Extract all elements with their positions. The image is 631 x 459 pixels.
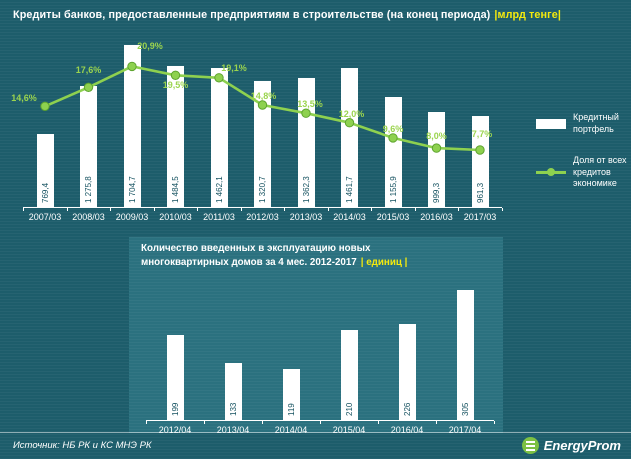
axis-tick <box>262 421 263 424</box>
x-axis-label: 2017/04 <box>448 425 482 435</box>
x-axis-label: 2016/03 <box>420 212 453 222</box>
bar-value-label: 769,4 <box>40 182 50 203</box>
axis-tick <box>458 208 460 211</box>
legend: Кредитный портфель Доля от всех кредитов… <box>536 112 631 210</box>
x-axis-label: 2010/03 <box>159 212 192 222</box>
legend-item-portfolio: Кредитный портфель <box>536 112 631 135</box>
energyprom-text: EnergyProm <box>543 438 621 453</box>
housing-panel-unit: | единиц | <box>360 256 408 268</box>
axis-tick <box>284 208 286 211</box>
bar-value-label: 119 <box>286 403 296 416</box>
bar-swatch-icon <box>536 118 566 129</box>
x-axis-label: 2017/03 <box>463 212 497 222</box>
bar <box>398 324 416 420</box>
x-axis-label: 2015/03 <box>376 212 410 222</box>
axis-tick <box>110 208 112 211</box>
x-axis-label: 2013/04 <box>216 425 250 435</box>
page-title: Кредиты банков, предоставленные предприя… <box>13 9 625 21</box>
axis-tick <box>501 208 503 211</box>
bar-value-label: 1 461,7 <box>345 176 354 203</box>
axis-tick <box>378 421 379 424</box>
axis-tick <box>66 208 68 211</box>
x-axis <box>146 420 494 421</box>
x-axis-label: 2008/03 <box>72 212 105 222</box>
housing-panel-title-line1: Количество введенных в эксплуатацию новы… <box>141 243 371 254</box>
axis-tick <box>371 208 373 211</box>
bar-value-label: 133 <box>228 402 238 416</box>
x-axis-label: 2014/03 <box>333 212 366 222</box>
housing-panel <box>129 237 503 433</box>
x-axis-label: 2012/04 <box>158 425 192 435</box>
x-axis-label: 2011/03 <box>203 212 235 222</box>
bar-value-label: 1 155,9 <box>388 176 398 203</box>
axis-tick <box>494 421 495 424</box>
bar-value-label: 226 <box>402 402 412 416</box>
bar-value-label: 1 362,3 <box>301 176 311 203</box>
axis-tick <box>240 208 242 211</box>
housing-panel-title: Количество введенных в эксплуатацию новы… <box>141 242 407 269</box>
legend-item-share: Доля от всех кредитов экономике <box>536 155 631 190</box>
legend-label-share: Доля от всех кредитов экономике <box>573 155 627 188</box>
x-axis-label: 2007/03 <box>28 212 62 222</box>
page-title-unit: |млрд тенге| <box>494 9 561 21</box>
footer-separator <box>0 432 631 433</box>
source-text: Источник: НБ РК и КС МНЭ РК <box>13 440 152 451</box>
page-title-text: Кредиты банков, предоставленные предприя… <box>13 9 491 21</box>
bar-value-label: 1 484,5 <box>171 176 180 203</box>
bar <box>282 369 300 420</box>
bar <box>166 335 184 420</box>
bar <box>456 290 474 420</box>
energyprom-logo: EnergyProm <box>521 437 621 454</box>
bar-value-label: 1 275,8 <box>84 176 93 203</box>
axis-tick <box>153 208 155 211</box>
bar <box>340 330 358 420</box>
axis-tick <box>414 208 416 211</box>
bar-value-label: 1 704,7 <box>127 176 137 203</box>
axis-tick <box>204 421 205 424</box>
bar <box>36 134 54 207</box>
legend-label-portfolio: Кредитный портфель <box>573 112 619 134</box>
axis-tick <box>327 208 329 211</box>
bar-value-label: 305 <box>460 402 470 416</box>
bar-value-label: 199 <box>170 402 180 416</box>
bar-value-label: 961,3 <box>475 182 485 203</box>
x-axis-label: 2012/03 <box>246 212 279 222</box>
bar-value-label: 1 462,1 <box>214 176 224 203</box>
axis-tick <box>320 421 321 424</box>
x-axis <box>23 207 502 208</box>
x-axis-label: 2015/04 <box>332 425 366 435</box>
housing-panel-title-line2: многоквартирных домов за 4 мес. 2012-201… <box>141 256 357 268</box>
line-swatch-icon <box>536 166 566 178</box>
x-axis-label: 2016/04 <box>390 425 424 435</box>
bar <box>224 363 242 420</box>
x-axis-label: 2009/03 <box>115 212 149 222</box>
bar-value-label: 999,3 <box>432 182 441 203</box>
axis-tick <box>436 421 437 424</box>
axis-tick <box>197 208 199 211</box>
bar-value-label: 210 <box>344 402 354 416</box>
energyprom-icon <box>521 437 539 454</box>
x-axis-label: 2013/03 <box>289 212 323 222</box>
axis-tick <box>23 208 25 211</box>
axis-tick <box>146 421 147 424</box>
x-axis-label: 2014/04 <box>274 425 308 435</box>
bar-value-label: 1 320,7 <box>258 176 267 203</box>
